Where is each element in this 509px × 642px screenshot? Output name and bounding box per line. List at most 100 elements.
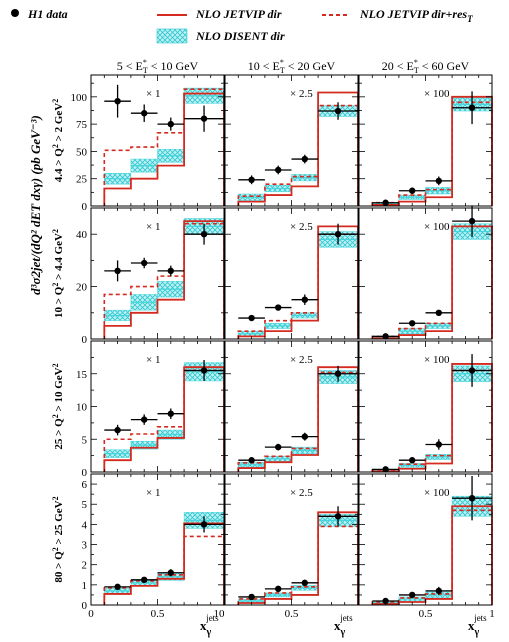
panel-r4c3-scale-label: × 100 [424, 487, 450, 499]
x-axis-title-1-jets: jets [205, 613, 219, 623]
panel-r2c1-data-point-2 [141, 259, 148, 267]
column-title-3-sup: * [414, 58, 418, 67]
panel-r3c1-jetvip-dir-res [103, 369, 225, 472]
legend-jetvip-dir-res-sub: T [467, 14, 473, 24]
row-label-2-post: > 4.4 GeV [53, 233, 65, 283]
panel-r4c1-ytick-label-6: 5 [82, 499, 88, 511]
panel-r2c2-data-point-3 [301, 296, 308, 303]
column-title-1: 5 < E* T < 10 GeV [117, 58, 199, 75]
x-axis-titles: xγjets xγjets xγjets [200, 613, 487, 638]
panel-r1c1-ytick-label-3: 50 [76, 146, 88, 158]
column-title-2: 10 < E* T < 20 GeV [248, 58, 336, 75]
row-label-4-text: 80 > Q2 > 25 GeV2 [51, 496, 65, 582]
panel-r4c1-xtick-label-1: 0 [88, 608, 94, 620]
row-label-4: 80 > Q2 > 25 GeV2 [51, 496, 65, 582]
x-axis-title-1-x: x [200, 618, 207, 633]
panel-r3c2-jetvip-dir-res [237, 371, 359, 472]
panel-r4c1-ytick-label-3: 2 [82, 560, 88, 572]
panel-r1c1-ytick-label-4: 75 [76, 119, 88, 131]
row-label-3-pre: 25 > Q [53, 418, 65, 450]
x-axis-title-3-gamma: γ [474, 627, 480, 638]
row-label-4-sup2: 2 [51, 496, 60, 500]
panel-r3c1-scale-label: × 1 [146, 354, 160, 366]
legend-disent-band [156, 28, 188, 44]
panel-r1c2-data-point-2 [275, 166, 282, 174]
legend-jetvip-dir-res-label: NLO JETVIP dir+resT [359, 7, 473, 24]
row-label-3-text: 25 > Q2 > 10 GeV2 [51, 363, 65, 449]
legend-data-label: H1 data [27, 7, 68, 21]
panel-r3c3-data-point-3 [435, 441, 442, 448]
panel-r1c3-data-point-4 [468, 104, 476, 111]
legend-jetvip-dir-label: NLO JETVIP dir [195, 7, 282, 21]
panel-r2c2-data-point-1 [248, 314, 255, 322]
panel-r1c1-ytick-label-1: 0 [82, 201, 88, 213]
panel-r1c2-jetvip-dir [237, 91, 359, 206]
panel-r2c1-ytick-label-3: 40 [76, 229, 88, 241]
panel-r3c1: × 1 0 5 10 15 [76, 340, 225, 479]
column-title-1-sub: T [143, 66, 148, 75]
panel-r4c1-ytick-label-5: 4 [82, 519, 88, 531]
legend-jetvip-dir-res-main: NLO JETVIP dir+res [359, 7, 467, 21]
panel-r4c1: × 1 0 1 2 3 4 5 6 0 0.5 [82, 473, 225, 620]
column-title-2-sub: T [280, 66, 285, 75]
panel-r4c3-data-point-4 [468, 494, 476, 502]
row-label-1-sup2: 2 [51, 99, 60, 103]
panel-r3c3-data-point-2 [409, 457, 416, 464]
panel-r4c1-xtick-label-2: 0.5 [151, 608, 165, 620]
panel-r3c1-ytick-label-4: 15 [76, 369, 88, 381]
row-label-3-sup2: 2 [51, 363, 60, 367]
panel-r2c1-data-point-3 [167, 267, 174, 275]
panel-r3c1-data-point-2 [141, 416, 148, 423]
panel-r3c2-data-point-4 [334, 370, 342, 377]
y-axis-title-text: d³σ2jet/(dQ² dET dxγ) (pb GeV⁻³) [28, 115, 43, 295]
panel-r4c1-data-point-3 [167, 569, 174, 576]
y-axis-title: d³σ2jet/(dQ² dET dxγ) (pb GeV⁻³) [28, 115, 43, 295]
panel-r3c2: × 2.5 [224, 340, 359, 473]
column-title-2-post: < 20 GeV [285, 59, 336, 73]
column-titles: 5 < E* T < 10 GeV 10 < E* T < 20 GeV 20 < E*… [117, 58, 470, 75]
panel-r3c3: × 100 [358, 340, 493, 473]
row-label-4-pre: 80 > Q [53, 551, 65, 583]
panel-r4c2: × 2.5 10 0.5 [214, 473, 359, 620]
panel-r2c2-data-point-4 [334, 231, 342, 238]
panel-r2c1-scale-label: × 1 [146, 221, 160, 233]
column-title-1-pre: 5 < E [117, 59, 143, 73]
panel-r1c1-ytick-label-5: 100 [71, 92, 88, 104]
panel-r2c1-ytick-label-1: 0 [82, 334, 88, 346]
panel-r4c3-data-point-2 [409, 591, 416, 599]
column-title-3: 20 < E* T < 60 GeV [382, 58, 470, 75]
panel-r4c2-data-point-2 [275, 585, 282, 593]
panel-r2c3-data-point-3 [435, 309, 442, 316]
panel-r4c1-ytick-label-2: 1 [82, 580, 88, 592]
panel-r1c3-data-point-2 [409, 187, 416, 194]
row-label-2-pre: 10 > Q [53, 286, 65, 318]
row-label-3-post: > 10 GeV [53, 367, 65, 414]
panel-r4c3: × 100 0.5 1 [358, 473, 495, 620]
column-title-3-pre: 20 < E [382, 59, 414, 73]
x-axis-title-2: xγ jets [334, 613, 353, 638]
panel-r2c1-data-point-1 [114, 267, 121, 275]
column-title-2-sup: * [280, 58, 284, 67]
panel-r1c2-data-point-1 [248, 176, 255, 183]
panel-r4c2-data-point-1 [248, 593, 255, 601]
row-label-3-sup: 2 [51, 414, 60, 418]
panel-r3c1-ytick-label-1: 0 [82, 467, 88, 479]
row-label-2-text: 10 > Q2 > 4.4 GeV2 [51, 229, 65, 318]
column-title-1-sup: * [143, 58, 147, 67]
column-title-1-post: < 10 GeV [148, 59, 199, 73]
panel-r1c3-data-point-3 [435, 177, 442, 185]
row-label-1-text: 4.4 > Q2 > 2 GeV2 [51, 99, 65, 182]
panel-r3c1-data-point-3 [167, 410, 174, 417]
panel-r3c2-data-point-3 [301, 433, 308, 440]
panel-r2c1-ytick-label-2: 20 [76, 282, 88, 294]
row-label-1: 4.4 > Q2 > 2 GeV2 [51, 99, 65, 182]
row-label-1-pre: 4.4 > Q [53, 148, 65, 183]
x-axis-title-3-jets: jets [473, 613, 487, 623]
panel-r4c2-xtick-label-2: 0.5 [285, 608, 299, 620]
panel-r2c3-jetvip-dir [371, 225, 493, 340]
panel-r2c2-data-point-2 [275, 304, 282, 311]
panel-r4c3-xtick-label-end: 1 [489, 608, 495, 620]
x-axis-title-1: xγ jets [200, 613, 219, 638]
